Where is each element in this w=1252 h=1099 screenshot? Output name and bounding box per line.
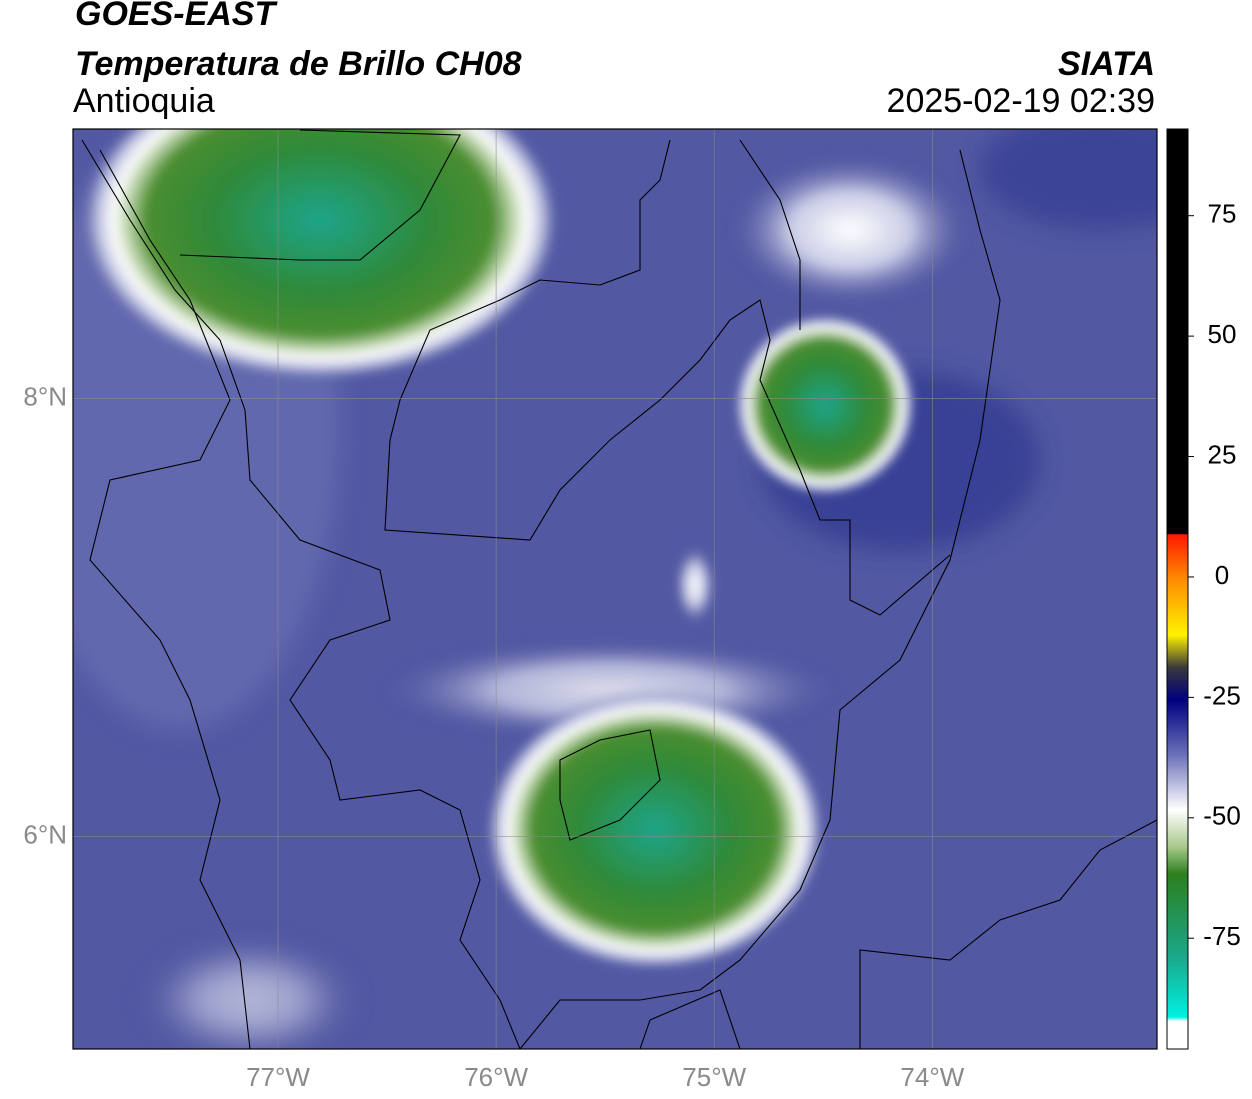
colorbar-tick-label: 0 xyxy=(1215,560,1229,590)
source: SIATA xyxy=(1058,45,1155,83)
x-tick-label: 76°W xyxy=(464,1062,528,1092)
y-tick-label: 6°N xyxy=(23,819,67,849)
colorbar-tick-label: 50 xyxy=(1208,319,1237,349)
map-image xyxy=(73,129,1157,1049)
title: GOES-EAST xyxy=(75,0,278,33)
grid xyxy=(73,129,1157,1049)
x-tick-label: 75°W xyxy=(682,1062,746,1092)
colorbar xyxy=(1166,128,1189,1050)
map-frame xyxy=(72,128,1158,1050)
datetime: 2025-02-19 02:39 xyxy=(887,82,1155,120)
colorbar-tick-label: 25 xyxy=(1208,439,1237,469)
subtitle: Temperatura de Brillo CH08 xyxy=(75,45,522,83)
x-tick-label: 74°W xyxy=(900,1062,964,1092)
colorbar-tick-label: -25 xyxy=(1203,680,1241,710)
x-tick-label: 77°W xyxy=(246,1062,310,1092)
colorbar-tick-label: 75 xyxy=(1208,199,1237,229)
region: Antioquia xyxy=(73,82,215,120)
colorbar-tick-label: -75 xyxy=(1203,921,1241,951)
y-tick-label: 8°N xyxy=(23,381,67,411)
colorbar-tick-label: -50 xyxy=(1203,801,1241,831)
